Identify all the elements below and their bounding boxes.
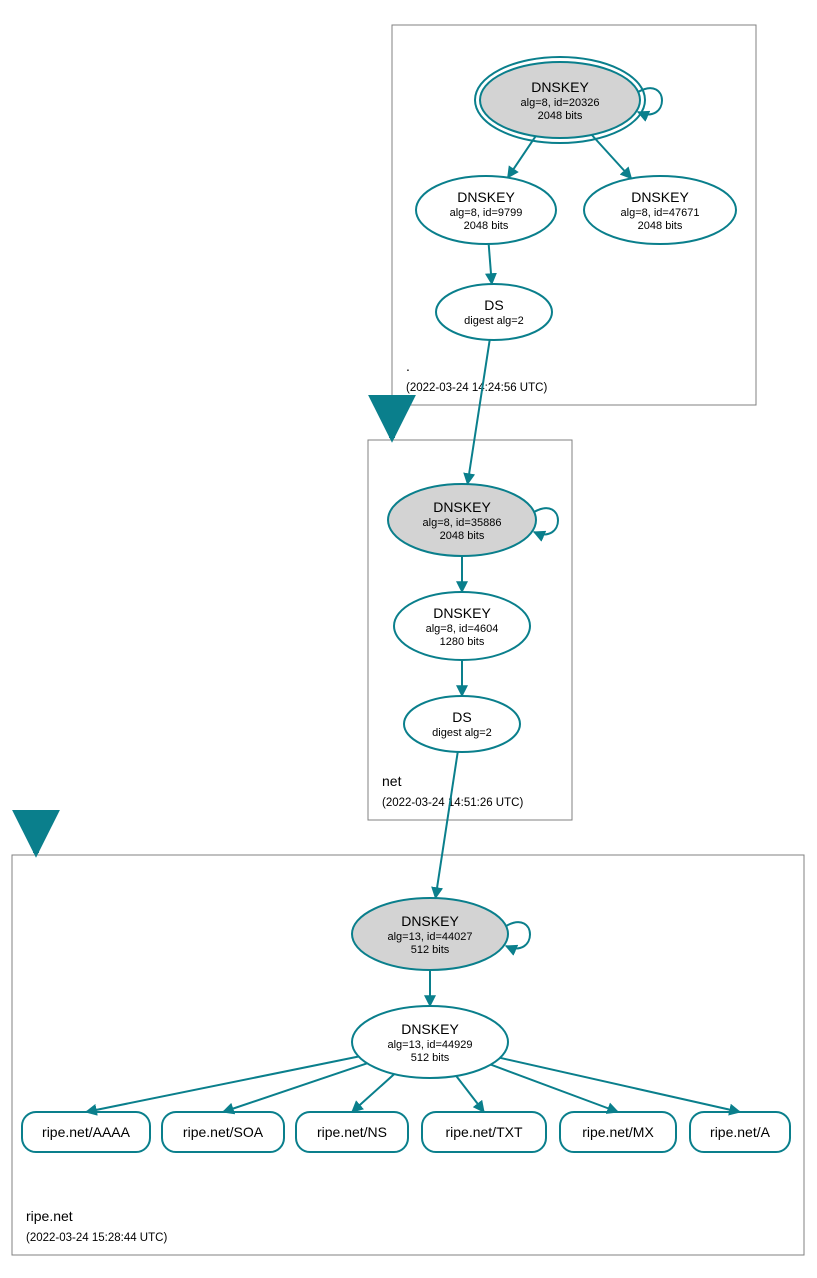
node-sub1: alg=8, id=9799	[450, 207, 523, 219]
node-title: DNSKEY	[401, 1021, 459, 1037]
rr-label: ripe.net/AAAA	[42, 1124, 131, 1140]
node-sub2: 1280 bits	[440, 636, 485, 648]
node-sub1: alg=8, id=47671	[621, 207, 700, 219]
edge	[592, 135, 632, 179]
edge-to-rr	[456, 1076, 484, 1112]
node-sub1: digest alg=2	[464, 315, 524, 327]
rr-aaaa: ripe.net/AAAA	[22, 1112, 150, 1152]
rr-label: ripe.net/NS	[317, 1124, 387, 1140]
zone-timestamp: (2022-03-24 15:28:44 UTC)	[26, 1232, 167, 1244]
edge	[435, 752, 457, 898]
node-title: DNSKEY	[433, 499, 491, 515]
node-sub1: alg=13, id=44929	[387, 1039, 472, 1051]
node-title: DS	[452, 709, 471, 725]
edge-to-rr	[352, 1074, 394, 1112]
node-title: DNSKEY	[433, 605, 491, 621]
rr-label: ripe.net/SOA	[183, 1124, 264, 1140]
node-title: DS	[484, 297, 503, 313]
node-sub1: alg=8, id=4604	[426, 623, 499, 635]
rr-txt: ripe.net/TXT	[422, 1112, 546, 1152]
edge	[489, 244, 492, 284]
rr-label: ripe.net/MX	[582, 1124, 654, 1140]
node-sub2: 2048 bits	[538, 110, 583, 122]
node-sub1: alg=8, id=20326	[521, 97, 600, 109]
rr-soa: ripe.net/SOA	[162, 1112, 284, 1152]
node-title: DNSKEY	[531, 79, 589, 95]
node-rootkey3: DNSKEY alg=8, id=476712048 bits	[584, 176, 736, 244]
node-sub2: 2048 bits	[638, 220, 683, 232]
node-title: DNSKEY	[631, 189, 689, 205]
node-netds: DS digest alg=2	[404, 696, 520, 752]
zone-timestamp: (2022-03-24 14:24:56 UTC)	[406, 382, 547, 394]
zone-label: net	[382, 773, 402, 789]
edge	[468, 340, 490, 484]
edge	[508, 136, 536, 177]
node-sub1: alg=13, id=44027	[387, 931, 472, 943]
self-loop	[506, 922, 530, 948]
node-sub1: alg=8, id=35886	[423, 517, 502, 529]
node-ripekey2: DNSKEY alg=13, id=44929512 bits	[352, 1006, 508, 1078]
edge-to-rr	[500, 1058, 740, 1112]
rr-a: ripe.net/A	[690, 1112, 790, 1152]
node-ripekey1: DNSKEY alg=13, id=44027512 bits	[352, 898, 530, 970]
self-loop	[534, 508, 558, 534]
node-sub2: 512 bits	[411, 1052, 450, 1064]
node-sub1: digest alg=2	[432, 727, 492, 739]
node-rootkey2: DNSKEY alg=8, id=97992048 bits	[416, 176, 556, 244]
node-rootds: DS digest alg=2	[436, 284, 552, 340]
edge-to-rr	[223, 1063, 367, 1112]
rr-ns: ripe.net/NS	[296, 1112, 408, 1152]
node-netkey2: DNSKEY alg=8, id=46041280 bits	[394, 592, 530, 660]
rr-mx: ripe.net/MX	[560, 1112, 676, 1152]
zone-label: .	[406, 358, 410, 374]
rr-label: ripe.net/A	[710, 1124, 771, 1140]
edge-to-rr	[491, 1065, 618, 1112]
node-rootkey1: DNSKEY alg=8, id=203262048 bits	[475, 57, 662, 143]
node-netkey1: DNSKEY alg=8, id=358862048 bits	[388, 484, 558, 556]
node-title: DNSKEY	[401, 913, 459, 929]
zone-label: ripe.net	[26, 1208, 73, 1224]
node-sub2: 2048 bits	[464, 220, 509, 232]
node-title: DNSKEY	[457, 189, 515, 205]
zone-timestamp: (2022-03-24 14:51:26 UTC)	[382, 797, 523, 809]
edge-to-rr	[86, 1057, 359, 1112]
node-sub2: 2048 bits	[440, 530, 485, 542]
node-sub2: 512 bits	[411, 944, 450, 956]
rr-label: ripe.net/TXT	[445, 1124, 522, 1140]
